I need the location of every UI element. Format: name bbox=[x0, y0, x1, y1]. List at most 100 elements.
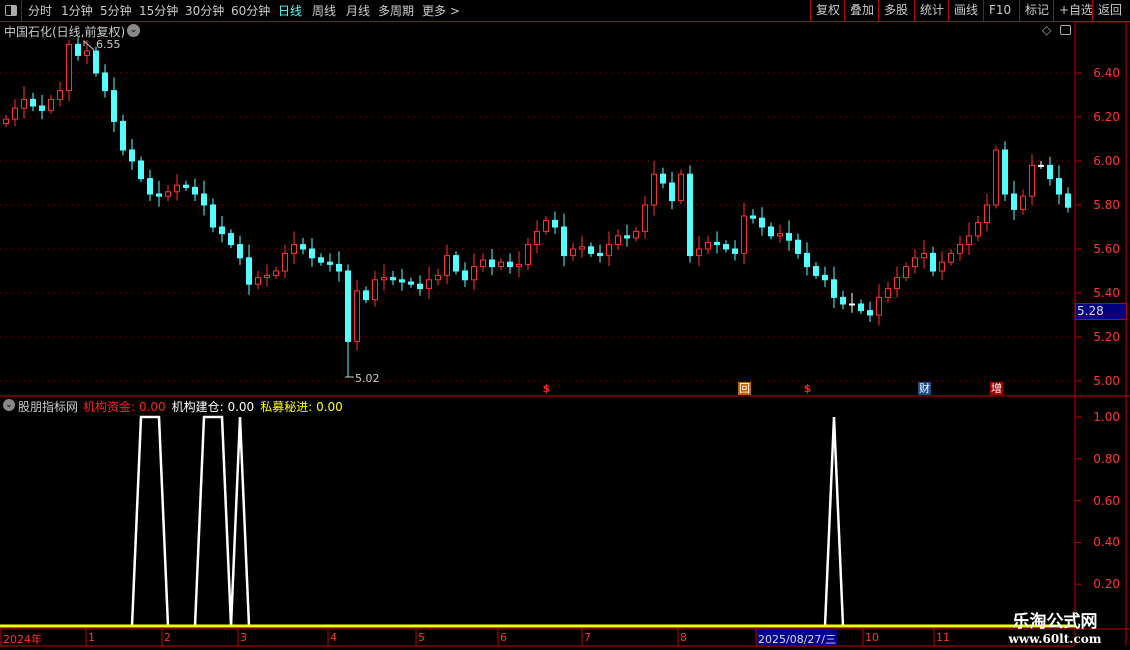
indicator-value-1: 机构建仓: 0.00 bbox=[172, 400, 255, 414]
candle bbox=[507, 261, 513, 268]
panel-icon[interactable] bbox=[1060, 25, 1071, 35]
candle bbox=[156, 193, 162, 197]
toolbar-button-6[interactable]: 标记 bbox=[1019, 0, 1054, 21]
candle bbox=[723, 244, 729, 250]
candle bbox=[885, 288, 891, 298]
candle bbox=[120, 120, 126, 151]
event-marker-0[interactable]: $ bbox=[542, 382, 551, 395]
event-marker-4[interactable]: 增 bbox=[990, 382, 1003, 395]
candle bbox=[561, 226, 567, 257]
candle bbox=[1065, 193, 1071, 208]
candle bbox=[498, 261, 504, 268]
candle bbox=[993, 149, 999, 206]
y-tick-label: 6.00 bbox=[1093, 154, 1120, 168]
tab-period-8[interactable]: 月线 bbox=[346, 4, 371, 18]
tab-period-9[interactable]: 多周期 bbox=[378, 4, 415, 18]
candle bbox=[651, 173, 657, 206]
tab-period-0[interactable]: 分时 bbox=[28, 4, 53, 18]
x-tick-label: 3 bbox=[240, 631, 247, 644]
candle bbox=[579, 246, 585, 250]
y-tick-label: 6.20 bbox=[1093, 110, 1120, 124]
event-marker-1[interactable]: 回 bbox=[738, 382, 751, 395]
tab-period-2[interactable]: 5分钟 bbox=[100, 4, 132, 18]
candle bbox=[1011, 193, 1017, 210]
x-tick-label: 2024年 bbox=[3, 633, 42, 646]
candle bbox=[39, 105, 45, 111]
chevron-down-icon[interactable]: ⌄ bbox=[127, 24, 140, 37]
candle bbox=[30, 98, 36, 107]
tab-period-3[interactable]: 15分钟 bbox=[139, 4, 179, 18]
candle bbox=[444, 255, 450, 276]
candle bbox=[282, 252, 288, 272]
candle bbox=[516, 263, 522, 268]
toolbar-button-3[interactable]: 统计 bbox=[914, 0, 949, 21]
diamond-icon[interactable]: ◇ bbox=[1042, 23, 1052, 37]
max-price-label: 6.55 bbox=[96, 38, 121, 51]
candle bbox=[300, 244, 306, 250]
toolbar-button-4[interactable]: 画线 bbox=[948, 0, 983, 21]
y-tick-label: 5.60 bbox=[1093, 242, 1120, 256]
toolbar-button-2[interactable]: 多股 bbox=[878, 0, 913, 21]
indicator-tick-label: 0.80 bbox=[1093, 451, 1120, 466]
candle bbox=[138, 160, 144, 180]
candle bbox=[1020, 195, 1026, 210]
indicator-tick-label: 0.40 bbox=[1093, 535, 1120, 550]
indicator-label: 机构资金: bbox=[83, 400, 136, 414]
toolbar-button-5[interactable]: F10 bbox=[983, 0, 1016, 21]
candle bbox=[408, 281, 414, 285]
candle bbox=[984, 204, 990, 224]
candle bbox=[687, 173, 693, 257]
candle bbox=[390, 277, 396, 281]
candle bbox=[309, 248, 315, 259]
candle bbox=[336, 263, 342, 272]
candle bbox=[840, 296, 846, 305]
candle bbox=[399, 279, 405, 283]
tab-period-5[interactable]: 60分钟 bbox=[231, 4, 271, 18]
toolbar-button-7[interactable]: +自选 bbox=[1053, 0, 1098, 21]
candle bbox=[75, 43, 81, 56]
chevron-down-icon[interactable]: ⌄ bbox=[3, 399, 15, 411]
candle bbox=[777, 233, 783, 237]
candle bbox=[192, 186, 198, 195]
tab-period-6[interactable]: 日线 bbox=[278, 4, 303, 18]
toolbar: 分时 1分钟 5分钟 15分钟 30分钟 60分钟 日线 周线 月线 多周期 更多 > 复权 叠加 多股… bbox=[0, 0, 1130, 22]
candle bbox=[354, 290, 360, 342]
indicator-tick-label: 0.60 bbox=[1093, 493, 1120, 508]
x-tick-label: 5 bbox=[418, 631, 425, 644]
x-tick-label: 2025/08/27/三 bbox=[758, 633, 837, 646]
event-marker-3[interactable]: 财 bbox=[918, 382, 931, 395]
candle bbox=[1029, 164, 1035, 197]
candle bbox=[921, 252, 927, 259]
tab-period-10[interactable]: 更多 > bbox=[422, 4, 460, 18]
candle bbox=[750, 215, 756, 219]
toolbar-button-0[interactable]: 复权 bbox=[810, 0, 845, 21]
y-tick-label: 6.40 bbox=[1093, 66, 1120, 80]
cursor-date-highlight bbox=[757, 630, 837, 645]
tab-period-7[interactable]: 周线 bbox=[312, 4, 337, 18]
candle bbox=[1056, 178, 1062, 195]
indicator-label: 机构建仓: bbox=[171, 400, 224, 414]
candle bbox=[381, 277, 387, 281]
watermark: 乐淘公式网 www.60lt.com bbox=[985, 607, 1125, 646]
candle bbox=[273, 270, 279, 276]
tab-period-4[interactable]: 30分钟 bbox=[185, 4, 225, 18]
watermark-url: www.60lt.com bbox=[1008, 632, 1102, 646]
candle bbox=[597, 252, 603, 257]
toolbar-button-1[interactable]: 叠加 bbox=[844, 0, 879, 21]
candle bbox=[1038, 164, 1044, 167]
event-marker-2[interactable]: $ bbox=[803, 382, 812, 395]
layout-toggle-button[interactable] bbox=[0, 0, 22, 21]
toolbar-button-8[interactable]: 返回 bbox=[1092, 0, 1127, 21]
y-tick-label: 5.00 bbox=[1093, 374, 1120, 388]
candle bbox=[174, 184, 180, 193]
tab-period-1[interactable]: 1分钟 bbox=[61, 4, 93, 18]
candle bbox=[435, 274, 441, 281]
x-tick-label: 2 bbox=[164, 631, 171, 644]
candle bbox=[930, 252, 936, 272]
candle bbox=[489, 259, 495, 268]
candle bbox=[327, 261, 333, 265]
candle bbox=[741, 215, 747, 254]
candle bbox=[129, 149, 135, 162]
candle bbox=[588, 246, 594, 254]
